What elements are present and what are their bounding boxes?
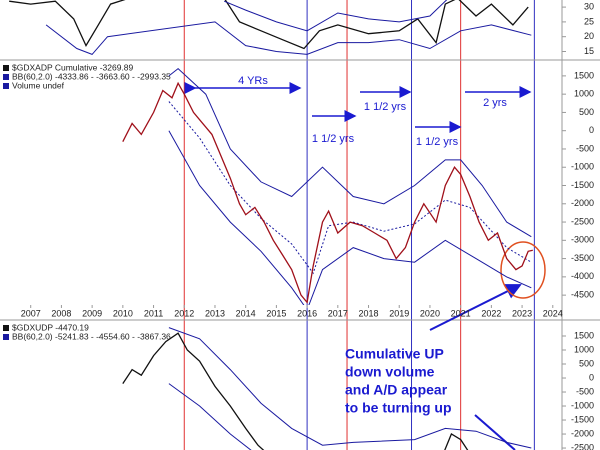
annotation: 2 yrs xyxy=(483,97,507,109)
annotation: 1 1/2 yrs xyxy=(416,136,459,148)
y-tick-label: 20 xyxy=(584,31,594,41)
legend-swatch xyxy=(3,334,9,340)
series-group xyxy=(9,0,532,55)
y-tick-label: -2000 xyxy=(571,198,594,208)
y-tick-label: 0 xyxy=(589,372,594,382)
y-tick-label: -500 xyxy=(576,386,594,396)
y-tick-label: 500 xyxy=(579,358,594,368)
y-tick-label: -2500 xyxy=(571,442,594,450)
annotation: 1 1/2 yrs xyxy=(312,133,355,145)
annotation: down volume xyxy=(345,364,435,380)
x-tick-label: 2024 xyxy=(543,308,563,318)
y-tick-label: -4500 xyxy=(571,290,594,300)
highlight-circle xyxy=(500,241,546,299)
y-tick-label: 1000 xyxy=(574,89,594,99)
series-line xyxy=(122,81,533,304)
series-line xyxy=(168,327,532,449)
legend-entry: Volume undef xyxy=(12,80,65,90)
series-group xyxy=(122,67,533,305)
annotation: to be turning up xyxy=(345,400,452,416)
x-tick-label: 2011 xyxy=(144,308,163,318)
x-tick-label: 2018 xyxy=(359,308,379,318)
y-tick-label: -2500 xyxy=(571,216,594,226)
arrows xyxy=(184,82,532,450)
y-tick-label: 0 xyxy=(589,125,594,135)
y-tick-label: -3500 xyxy=(571,253,594,263)
x-tick-label: 2015 xyxy=(266,308,286,318)
y-tick-label: -1000 xyxy=(571,162,594,172)
series-line xyxy=(168,101,532,275)
x-tick-label: 2021 xyxy=(451,308,471,318)
series-line xyxy=(9,0,529,50)
x-tick-label: 2023 xyxy=(512,308,532,318)
x-tick-label: 2019 xyxy=(389,308,409,318)
x-tick-label: 2020 xyxy=(420,308,440,318)
x-tick-label: 2008 xyxy=(51,308,71,318)
annotation: Cumulative UP xyxy=(345,346,444,362)
x-tick-label: 2013 xyxy=(205,308,225,318)
series-group xyxy=(122,327,532,450)
legend-entry: $GDXUDP -4470.19 xyxy=(12,322,89,332)
series-line xyxy=(168,67,532,238)
y-tick-label: -2000 xyxy=(571,428,594,438)
series-line xyxy=(122,332,469,450)
legend-swatch xyxy=(3,83,9,89)
y-tick-label: 1500 xyxy=(574,330,594,340)
x-tick-label: 2017 xyxy=(328,308,348,318)
legend-entry: BB(60,2.0) -4333.86 - -3663.60 - -2993.3… xyxy=(12,71,171,81)
legend-swatch xyxy=(3,65,9,71)
legend-entry: $GDXADP Cumulative -3269.89 xyxy=(12,62,134,72)
x-tick-label: 2016 xyxy=(297,308,317,318)
legend-swatch xyxy=(3,325,9,331)
x-tick-label: 2012 xyxy=(174,308,194,318)
series-line xyxy=(168,383,252,450)
y-tick-label: 25 xyxy=(584,16,594,26)
annotation: 1 1/2 yrs xyxy=(364,101,407,113)
x-tick-label: 2007 xyxy=(21,308,41,318)
y-tick-label: 15 xyxy=(584,46,594,56)
legend-entry: BB(60,2.0) -5241.83 - -4554.60 - -3867.3… xyxy=(12,331,171,341)
x-tick-label: 2022 xyxy=(481,308,501,318)
x-tick-label: 2014 xyxy=(236,308,256,318)
y-tick-label: -3000 xyxy=(571,235,594,245)
y-tick-label: 1500 xyxy=(574,70,594,80)
y-tick-label: -500 xyxy=(576,143,594,153)
annotation: 4 YRs xyxy=(238,75,268,87)
y-tick-label: 30 xyxy=(584,1,594,11)
series-line xyxy=(168,130,532,305)
y-tick-label: 500 xyxy=(579,107,594,117)
series-line xyxy=(45,21,532,55)
legend-swatch xyxy=(3,74,9,80)
y-tick-label: -1500 xyxy=(571,180,594,190)
y-tick-label: -1000 xyxy=(571,400,594,410)
annotation: and A/D appear xyxy=(345,382,448,398)
series-line xyxy=(224,0,448,32)
y-tick-label: -1500 xyxy=(571,414,594,424)
x-tick-label: 2009 xyxy=(82,308,102,318)
y-tick-label: -4000 xyxy=(571,271,594,281)
x-tick-label: 2010 xyxy=(113,308,133,318)
y-tick-label: 1000 xyxy=(574,344,594,354)
